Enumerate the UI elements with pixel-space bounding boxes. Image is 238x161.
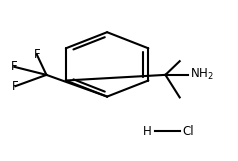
Text: NH$_2$: NH$_2$ (190, 67, 214, 82)
Text: F: F (12, 80, 19, 93)
Text: Cl: Cl (182, 125, 194, 138)
Text: F: F (34, 48, 40, 61)
Text: H: H (143, 125, 152, 138)
Text: F: F (11, 60, 18, 73)
